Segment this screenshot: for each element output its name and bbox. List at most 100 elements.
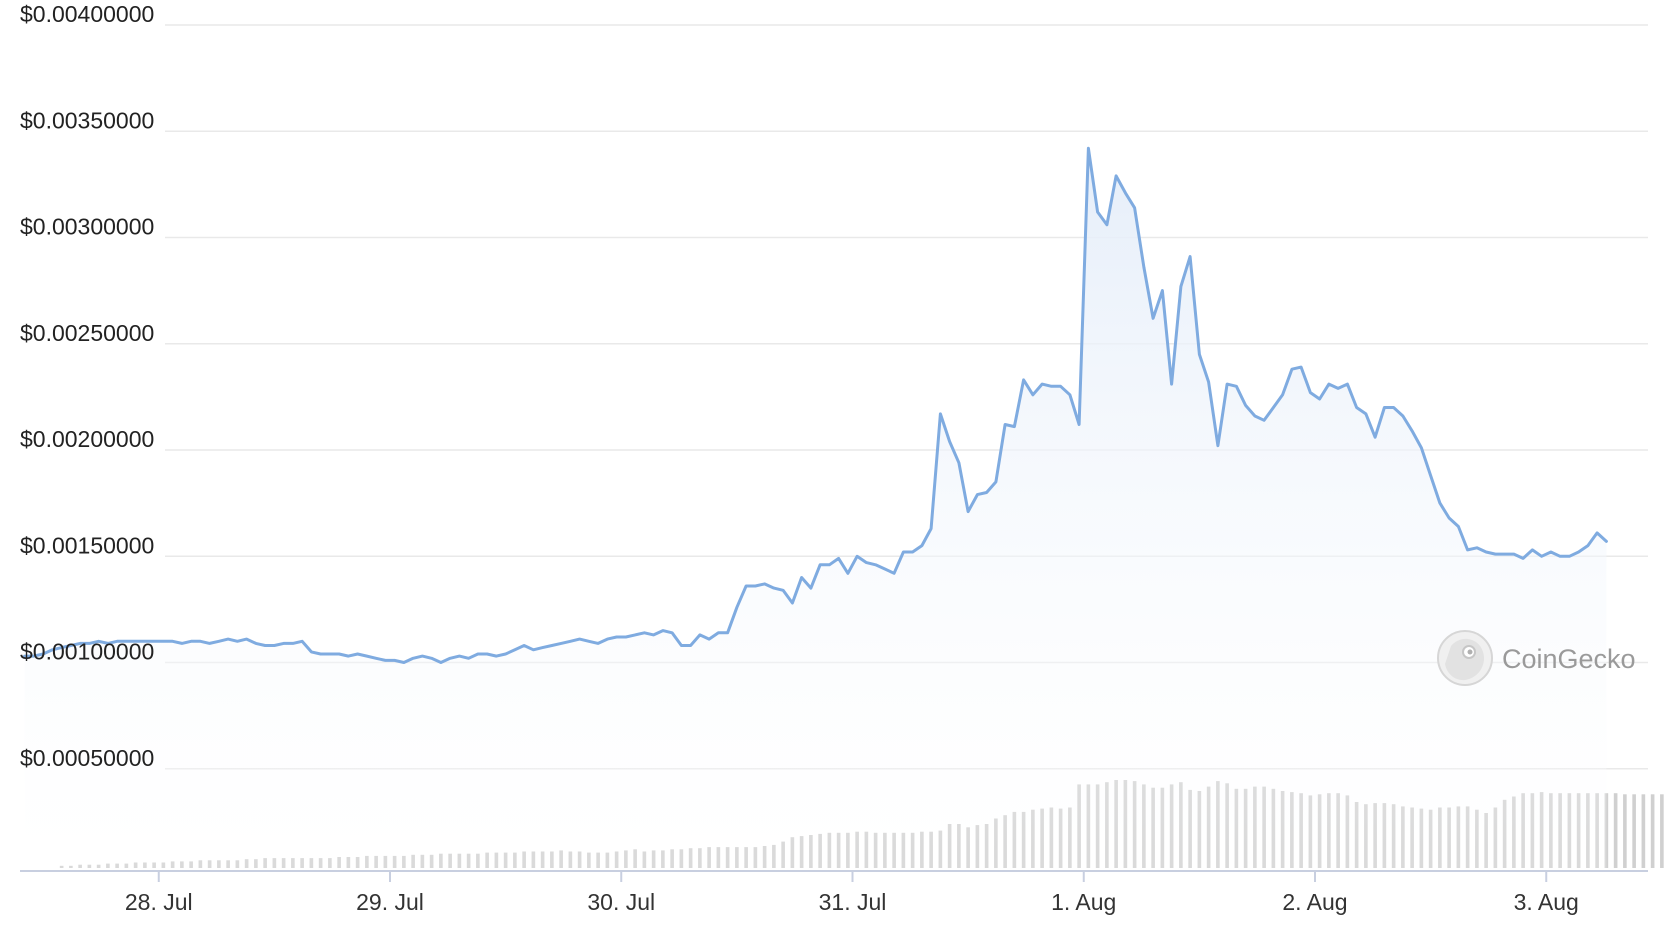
price-point xyxy=(227,638,230,641)
price-point xyxy=(856,555,859,558)
volume-bar xyxy=(1632,794,1636,868)
price-point xyxy=(1059,385,1062,388)
price-point xyxy=(1466,548,1469,551)
price-point xyxy=(319,652,322,655)
price-point xyxy=(1087,147,1090,150)
price-point xyxy=(291,642,294,645)
price-point xyxy=(1383,406,1386,409)
price-point xyxy=(1522,557,1525,560)
price-point xyxy=(920,544,923,547)
price-point xyxy=(1013,425,1016,428)
volume-bar xyxy=(1623,794,1627,868)
price-point xyxy=(1216,444,1219,447)
price-point xyxy=(449,657,452,660)
price-point xyxy=(347,655,350,658)
price-point xyxy=(458,655,461,658)
price-point xyxy=(375,657,378,660)
price-point xyxy=(1189,255,1192,258)
price-point xyxy=(1438,502,1441,505)
coingecko-watermark: CoinGecko xyxy=(1437,630,1636,686)
price-point xyxy=(495,655,498,658)
x-tick-label: 1. Aug xyxy=(1051,889,1116,915)
price-point xyxy=(356,652,359,655)
price-point xyxy=(689,644,692,647)
price-point xyxy=(1096,210,1099,213)
price-point xyxy=(467,657,470,660)
volume-bar xyxy=(1641,794,1646,868)
price-point xyxy=(384,659,387,662)
price-point xyxy=(782,589,785,592)
price-point xyxy=(708,638,711,641)
price-point xyxy=(338,652,341,655)
price-point xyxy=(735,606,738,609)
price-point xyxy=(301,640,304,643)
price-point xyxy=(208,642,211,645)
price-point xyxy=(1577,550,1580,553)
price-point xyxy=(1105,223,1108,226)
price-point xyxy=(1318,397,1321,400)
price-point xyxy=(486,652,489,655)
price-point xyxy=(1226,383,1229,386)
price-point xyxy=(393,659,396,662)
price-point xyxy=(180,642,183,645)
price-point xyxy=(1207,380,1210,383)
price-point xyxy=(1549,550,1552,553)
price-point xyxy=(1272,406,1275,409)
price-point xyxy=(809,587,812,590)
price-point xyxy=(893,572,896,575)
price-point xyxy=(846,572,849,575)
price-point xyxy=(754,584,757,587)
y-tick-label: $0.00100000 xyxy=(20,639,154,665)
price-point xyxy=(883,567,886,570)
price-point xyxy=(948,440,951,443)
price-point xyxy=(236,640,239,643)
price-point xyxy=(1457,525,1460,528)
price-point xyxy=(902,550,905,553)
price-point xyxy=(1429,474,1432,477)
price-point xyxy=(199,640,202,643)
price-point xyxy=(726,631,729,634)
price-point xyxy=(1364,412,1367,415)
price-area xyxy=(24,148,1607,869)
price-point xyxy=(828,563,831,566)
price-point xyxy=(365,655,368,658)
price-point xyxy=(606,638,609,641)
price-point xyxy=(273,644,276,647)
y-tick-label: $0.00050000 xyxy=(20,745,154,771)
x-tick-label: 2. Aug xyxy=(1282,889,1347,915)
price-point xyxy=(1392,406,1395,409)
y-axis-ticks: $0.00050000 $0.00100000 $0.00150000 $0.0020… xyxy=(20,1,154,771)
price-point xyxy=(587,640,590,643)
price-point xyxy=(523,644,526,647)
y-tick-label: $0.00250000 xyxy=(20,320,154,346)
price-point xyxy=(1281,393,1284,396)
price-point xyxy=(911,550,914,553)
price-point xyxy=(1512,553,1515,556)
price-point xyxy=(1050,385,1053,388)
price-point xyxy=(680,644,683,647)
price-point xyxy=(412,657,415,660)
price-point xyxy=(1253,414,1256,417)
price-point xyxy=(171,640,174,643)
price-point xyxy=(1161,289,1164,292)
price-point xyxy=(819,563,822,566)
x-axis-ticks: 28. Jul 29. Jul 30. Jul 31. Jul 1. Aug 2. Aug… xyxy=(125,871,1579,915)
price-point xyxy=(1078,423,1081,426)
price-point xyxy=(1235,385,1238,388)
price-point xyxy=(1198,353,1201,356)
price-point xyxy=(1586,544,1589,547)
price-point xyxy=(310,650,313,653)
price-point xyxy=(254,642,257,645)
price-point xyxy=(1309,391,1312,394)
price-point xyxy=(763,582,766,585)
price-point xyxy=(1531,548,1534,551)
price-point xyxy=(791,601,794,604)
price-point xyxy=(1503,553,1506,556)
price-point xyxy=(476,652,479,655)
price-point xyxy=(1327,383,1330,386)
price-point xyxy=(578,638,581,641)
price-point xyxy=(661,629,664,632)
price-point xyxy=(985,491,988,494)
price-point xyxy=(1559,555,1562,558)
